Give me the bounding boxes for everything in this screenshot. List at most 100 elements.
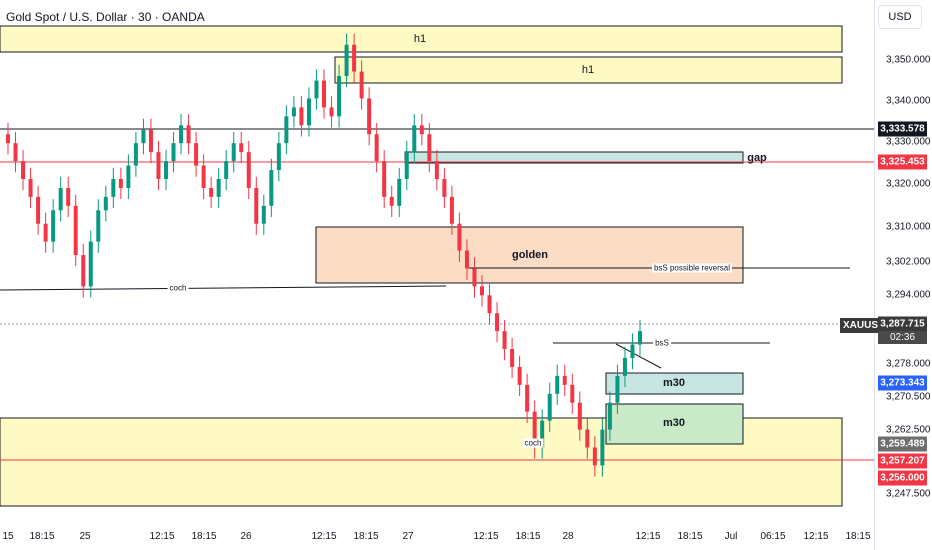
candle-body [66,187,71,206]
gap-zone [404,151,744,164]
price-tick: 3,350.000 [886,54,931,66]
candle-body [434,161,439,179]
candle-body [404,152,409,179]
candle-body [73,205,78,256]
price-chart[interactable] [0,0,874,550]
golden-zone-label: golden [511,249,549,261]
candle-body [502,331,507,350]
time-tick: 18:15 [353,531,379,542]
candle-body [419,125,424,135]
candle-body [276,143,281,171]
candle-body [517,366,522,385]
candle-body [201,165,206,188]
price-axis-divider [874,0,875,550]
candle-body [397,178,402,206]
candle-body [261,205,266,224]
candle-body [442,178,447,197]
price-badge-3259: 3,259.489 [878,436,927,452]
candle-body [103,196,108,211]
candle-body [13,143,18,162]
time-tick: 12:15 [635,531,661,542]
time-tick: 18:15 [191,531,217,542]
candle-body [359,71,364,99]
bss-arrow-line [615,343,662,369]
candle-body [126,165,131,188]
candle-body [540,420,545,448]
candle-body [224,161,229,179]
candle-body [638,331,642,345]
candle-body [179,125,184,144]
candle-body [344,44,349,77]
candle-body [111,178,116,197]
symbol-label: XAUUSD [840,318,889,333]
candle-body [487,295,492,314]
price-badge-3256: 3,256.000 [878,470,927,486]
price-badge-3257: 3,257.207 [878,453,927,469]
time-tick: 28 [562,531,574,542]
time-tick: 12:15 [149,531,175,542]
candle-body [164,161,168,179]
candle-body [457,223,462,251]
candle-body [352,44,357,72]
bss-reversal-label: bsS possible reversal [651,263,733,273]
candle-body [141,129,146,144]
candle-body [96,210,101,242]
candle-body [427,134,432,162]
candle-body [171,143,176,162]
candle-body [88,241,93,287]
time-tick: 18:15 [845,531,871,542]
time-tick: 06:15 [760,531,786,542]
candle-body [480,286,484,296]
price-tick: 3,247.500 [886,488,931,500]
candle-body [547,393,552,421]
candle-body [269,170,274,206]
candle-body [337,76,342,117]
candle-body [472,268,477,287]
candle-body [382,161,387,197]
candle-body [622,357,627,376]
coch-line-left [0,285,447,291]
candle-body [592,447,597,466]
h1-zone-top [0,25,843,53]
candle-body [148,129,153,153]
m30-zone-label-upper: m30 [662,377,686,389]
price-tick: 3,270.500 [886,391,931,403]
m30-zone-upper [605,372,744,395]
time-tick: 12:15 [473,531,499,542]
candle-body [389,196,394,206]
candle-body [464,250,469,269]
candle-body [562,375,567,385]
currency-button[interactable]: USD [878,5,922,29]
candle-body [329,107,334,117]
candle-body [194,143,199,166]
candle-body [449,196,454,224]
candle-body [600,429,605,466]
candle-body [570,384,575,403]
candle-body [21,161,26,179]
candle-body [314,80,319,99]
time-tick: 12:15 [311,531,337,542]
time-tick: 18:15 [29,531,55,542]
candle-body [607,402,612,430]
candle-body [36,196,41,224]
price-badge-3273: 3,273.343 [878,375,927,391]
coch-label-bottom: coch [522,438,544,448]
candle-body [525,384,530,412]
bss-label: bsS [653,338,671,348]
countdown-badge: 02:36 [878,331,927,344]
candle-body [510,349,515,367]
candle-body [51,210,56,242]
price-tick: 3,320.000 [886,178,931,190]
golden-zone [315,226,744,284]
time-tick: 15 [2,531,14,542]
candle-body [209,187,214,197]
price-tick: 3,340.000 [886,95,931,107]
time-tick: Jul [724,531,738,542]
price-tick: 3,294.000 [886,289,931,301]
candle-body [532,411,537,448]
candle-body [615,375,620,403]
time-tick: 12:15 [803,531,829,542]
candle-body [28,178,33,197]
candle-body [216,178,221,197]
candle-body [284,116,289,144]
